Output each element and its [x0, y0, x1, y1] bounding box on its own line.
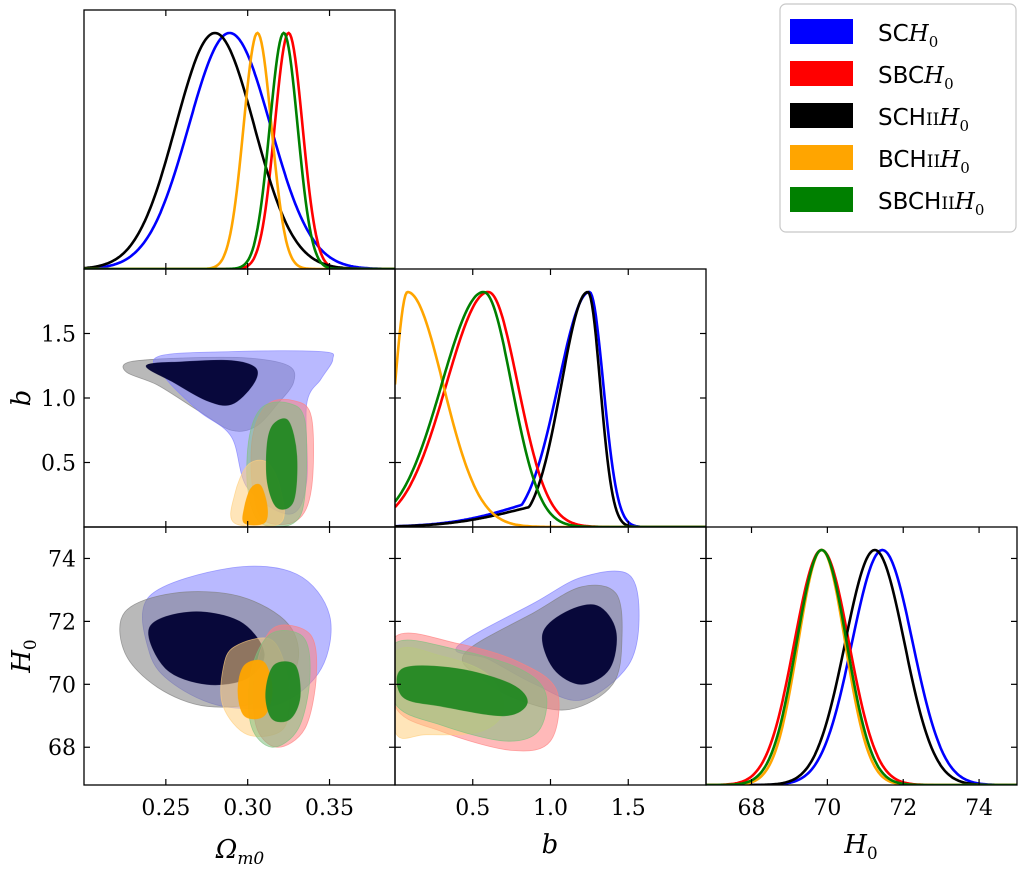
x-tick-label-om: 0.35 [305, 796, 354, 821]
curve-om-sch0 [84, 31, 395, 269]
x-tick-label-h0: 74 [965, 796, 993, 821]
contours-b-h0 [395, 570, 640, 752]
legend-label-sbchiih0: SBCHIIH0 [878, 189, 984, 219]
curve-om-sbch0 [84, 31, 395, 269]
contours-omega-b [122, 350, 335, 527]
legend-label-schiih0: SCHIIH0 [878, 105, 969, 135]
curve-h0-sbch0 [706, 548, 1017, 785]
contour-sbchiih0-68 [396, 665, 528, 717]
ticks: 0.25 0.30 0.35 0.5 1.0 1.5 68 70 72 74 0.5 1.0 1.5 68… [41, 10, 1017, 821]
contour-sbchiih0-68 [265, 661, 301, 723]
legend: SCH0 SBCH0 SCHIIH0 BCHIIH0 SBCHIIH0 [779, 3, 1017, 233]
x-label-h0: H0 [843, 830, 878, 864]
legend-label-bchiih0: BCHIIH0 [878, 147, 970, 177]
curve-b-bchiih0 [395, 290, 706, 527]
curve-b-sbchiih0 [395, 290, 706, 527]
legend-swatch-schiih0 [790, 103, 853, 128]
y-tick-label-b: 1.0 [41, 387, 76, 412]
curve-h0-bchiih0 [706, 548, 1017, 785]
marginal-omega [84, 31, 395, 269]
panel-omega-1d [83, 9, 396, 270]
y-tick-label-h0: 68 [48, 736, 76, 761]
curve-om-sbchiih0 [84, 31, 395, 269]
marginal-h0 [706, 548, 1017, 785]
curve-h0-schiih0 [706, 548, 1017, 785]
y-label-h0: H0 [7, 639, 41, 674]
legend-label-sch0: SCH0 [878, 21, 938, 51]
contour-bchiih0-68 [237, 659, 273, 720]
y-tick-label-h0: 72 [48, 610, 76, 635]
y-tick-label-h0: 70 [48, 673, 76, 698]
contour-sbchiih0-68 [265, 418, 298, 510]
x-tick-label-om: 0.25 [141, 796, 190, 821]
curve-om-bchiih0 [84, 31, 395, 269]
curve-b-sch0 [395, 290, 706, 527]
x-tick-label-h0: 70 [813, 796, 841, 821]
legend-swatch-sbchiih0 [790, 187, 853, 212]
curve-h0-sch0 [706, 548, 1017, 785]
marginal-b [395, 290, 706, 527]
y-tick-label-b: 0.5 [41, 452, 76, 477]
y-tick-label-h0: 74 [48, 547, 76, 572]
legend-items: SCH0 SBCH0 SCHIIH0 BCHIIH0 SBCHIIH0 [790, 19, 984, 219]
curve-b-schiih0 [395, 290, 706, 527]
x-tick-label-h0: 68 [738, 796, 766, 821]
contour-schiih0-68 [145, 359, 258, 406]
y-label-b: b [7, 390, 37, 407]
legend-swatch-sch0 [790, 19, 853, 44]
contour-bchiih0-68 [242, 483, 268, 526]
legend-swatch-sbch0 [790, 61, 853, 86]
x-tick-label-b: 1.5 [611, 796, 646, 821]
curve-om-schiih0 [84, 31, 395, 269]
curve-b-sbch0 [395, 290, 706, 527]
x-label-omega: Ωm0 [215, 835, 265, 869]
x-tick-label-b: 0.5 [455, 796, 490, 821]
x-tick-label-b: 1.0 [533, 796, 568, 821]
legend-label-sbch0: SBCH0 [878, 63, 954, 93]
contours-omega-h0 [119, 565, 332, 748]
x-tick-label-om: 0.30 [223, 796, 272, 821]
curve-h0-sbchiih0 [706, 548, 1017, 785]
x-tick-label-h0: 72 [889, 796, 917, 821]
y-tick-label-b: 1.5 [41, 323, 76, 348]
legend-swatch-bchiih0 [790, 145, 853, 170]
panel-h0-1d [705, 526, 1018, 786]
x-label-b: b [542, 830, 559, 860]
contour-schiih0-68 [541, 604, 617, 685]
